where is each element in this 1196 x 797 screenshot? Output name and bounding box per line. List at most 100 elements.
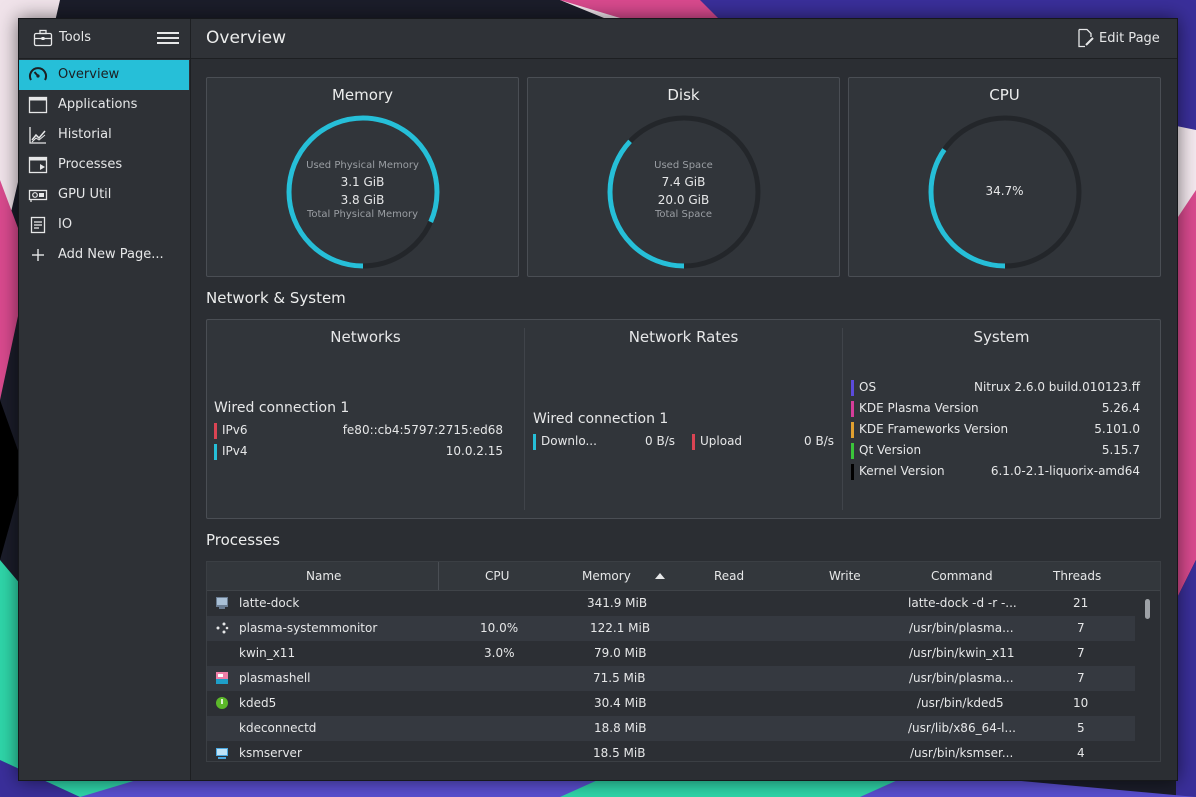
table-row[interactable]: kded5 30.4 MiB /usr/bin/kded5 10 bbox=[207, 691, 1135, 716]
process-memory: 79.0 MiB bbox=[594, 646, 647, 660]
cpu-gauge bbox=[928, 115, 1082, 269]
sidebar-item-overview[interactable]: Overview bbox=[19, 60, 189, 90]
process-memory: 18.5 MiB bbox=[593, 746, 646, 760]
edit-page-button[interactable]: Edit Page bbox=[1077, 28, 1165, 50]
ksmserver-icon bbox=[216, 748, 228, 759]
scrollbar-thumb[interactable] bbox=[1145, 599, 1150, 619]
process-window-icon bbox=[28, 156, 48, 174]
sidebar-item-label: Add New Page... bbox=[58, 247, 164, 262]
disk-used-label: Used Space bbox=[654, 160, 713, 171]
table-row[interactable]: plasmashell 71.5 MiB /usr/bin/plasma... … bbox=[207, 666, 1135, 691]
window-icon bbox=[28, 96, 48, 114]
process-threads: 7 bbox=[1077, 621, 1085, 635]
system-column: System OS Nitrux 2.6.0 build.010123.ff K… bbox=[843, 320, 1160, 518]
table-row[interactable]: kwin_x11 3.0% 79.0 MiB /usr/bin/kwin_x11… bbox=[207, 641, 1135, 666]
column-header-command[interactable]: Command bbox=[931, 569, 993, 583]
kernel-value: 6.1.0-2.1-liquorix-amd64 bbox=[990, 464, 1140, 478]
upload-label: Upload bbox=[700, 434, 743, 448]
upload-value: 0 B/s bbox=[804, 434, 834, 448]
sidebar-item-label: Applications bbox=[58, 97, 138, 112]
frameworks-value: 5.101.0 bbox=[1094, 422, 1140, 436]
column-divider bbox=[842, 328, 843, 510]
process-name: plasma-systemmonitor bbox=[239, 621, 378, 635]
sidebar-item-io[interactable]: IO bbox=[19, 210, 189, 240]
column-header-cpu[interactable]: CPU bbox=[485, 569, 510, 583]
qt-color-bar bbox=[851, 443, 854, 459]
column-separator[interactable] bbox=[438, 562, 439, 590]
sidebar-item-gpu-util[interactable]: GPU Util bbox=[19, 180, 189, 210]
sidebar-item-applications[interactable]: Applications bbox=[19, 90, 189, 120]
process-name: plasmashell bbox=[239, 671, 311, 685]
sidebar-item-historial[interactable]: Historial bbox=[19, 120, 189, 150]
networks-column: Networks Wired connection 1 IPv6 fe80::c… bbox=[207, 320, 524, 518]
column-header-threads[interactable]: Threads bbox=[1053, 569, 1102, 583]
memory-card: Memory Used Physical Memory 3.1 GiB 3.8 … bbox=[206, 77, 519, 277]
process-memory: 122.1 MiB bbox=[590, 621, 651, 635]
sidebar-item-add-new-page[interactable]: Add New Page... bbox=[19, 240, 189, 270]
download-color-bar bbox=[533, 434, 536, 450]
column-header-name[interactable]: Name bbox=[306, 569, 342, 583]
table-row[interactable]: kdeconnectd 18.8 MiB /usr/lib/x86_64-l..… bbox=[207, 716, 1135, 741]
process-name: latte-dock bbox=[239, 596, 300, 610]
sidebar-title: Tools bbox=[59, 30, 92, 45]
network-system-section-title: Network & System bbox=[206, 289, 346, 307]
ipv4-key: IPv4 bbox=[222, 444, 248, 458]
ipv6-key: IPv6 bbox=[222, 423, 248, 437]
os-color-bar bbox=[851, 380, 854, 396]
process-cpu: 10.0% bbox=[480, 621, 519, 635]
ipv4-value: 10.0.2.15 bbox=[445, 444, 503, 458]
process-memory: 18.8 MiB bbox=[594, 721, 647, 735]
kernel-color-bar bbox=[851, 464, 854, 480]
edit-document-icon bbox=[1078, 28, 1094, 48]
upload-color-bar bbox=[692, 434, 695, 450]
process-name: kdeconnectd bbox=[239, 721, 317, 735]
sidebar-item-label: IO bbox=[58, 217, 73, 232]
sidebar-header: Tools bbox=[19, 19, 190, 59]
table-scrollbar[interactable] bbox=[1141, 592, 1153, 760]
hamburger-icon-bar bbox=[157, 37, 179, 39]
table-row[interactable]: plasma-systemmonitor 10.0% 122.1 MiB /us… bbox=[207, 616, 1135, 641]
page-title: Overview bbox=[206, 28, 287, 48]
process-command: /usr/bin/plasma... bbox=[909, 621, 1014, 635]
download-rate-row: Downlo... 0 B/s bbox=[533, 433, 675, 451]
memory-used-label: Used Physical Memory bbox=[306, 160, 419, 171]
process-memory: 341.9 MiB bbox=[587, 596, 648, 610]
hamburger-icon bbox=[157, 32, 179, 34]
ipv6-row: IPv6 fe80::cb4:5797:2715:ed68 bbox=[214, 422, 503, 440]
column-header-read[interactable]: Read bbox=[714, 569, 745, 583]
column-header-write[interactable]: Write bbox=[829, 569, 861, 583]
qt-key: Qt Version bbox=[859, 443, 922, 457]
os-value: Nitrux 2.6.0 build.010123.ff bbox=[973, 380, 1140, 394]
disk-total-value: 20.0 GiB bbox=[657, 193, 710, 207]
hamburger-menu-button[interactable] bbox=[157, 29, 179, 47]
cpu-gauge-arc bbox=[928, 115, 1082, 269]
disk-card-title: Disk bbox=[667, 86, 700, 104]
process-threads: 4 bbox=[1077, 746, 1085, 760]
ipv4-row: IPv4 10.0.2.15 bbox=[214, 443, 503, 461]
process-memory: 30.4 MiB bbox=[594, 696, 647, 710]
kernel-key: Kernel Version bbox=[859, 464, 945, 478]
process-threads: 21 bbox=[1073, 596, 1089, 610]
system-monitor-window: Tools Overview Applications bbox=[18, 18, 1178, 781]
plasmashell-icon bbox=[216, 672, 228, 684]
column-header-memory[interactable]: Memory bbox=[582, 569, 631, 583]
upload-rate-row: Upload 0 B/s bbox=[692, 433, 834, 451]
plasma-value: 5.26.4 bbox=[1101, 401, 1140, 415]
system-row-os: OS Nitrux 2.6.0 build.010123.ff bbox=[851, 379, 1140, 397]
process-command: /usr/lib/x86_64-l... bbox=[908, 721, 1016, 735]
table-row[interactable]: ksmserver 18.5 MiB /usr/bin/ksmser... 4 bbox=[207, 741, 1135, 761]
plasma-color-bar bbox=[851, 401, 854, 417]
sidebar-item-processes[interactable]: Processes bbox=[19, 150, 189, 180]
sidebar-item-label: Historial bbox=[58, 127, 112, 142]
process-table: Name CPU Memory Read Write Command Threa… bbox=[206, 561, 1161, 762]
column-divider bbox=[524, 328, 525, 510]
ipv6-value: fe80::cb4:5797:2715:ed68 bbox=[342, 423, 503, 437]
system-row-plasma: KDE Plasma Version 5.26.4 bbox=[851, 400, 1140, 418]
download-value: 0 B/s bbox=[645, 434, 675, 448]
frameworks-key: KDE Frameworks Version bbox=[859, 422, 1009, 436]
processes-section-title: Processes bbox=[206, 531, 280, 549]
process-name: kwin_x11 bbox=[239, 646, 296, 660]
table-row[interactable]: latte-dock 341.9 MiB latte-dock -d -r -.… bbox=[207, 591, 1135, 616]
frameworks-color-bar bbox=[851, 422, 854, 438]
memory-total-value: 3.8 GiB bbox=[340, 193, 385, 207]
